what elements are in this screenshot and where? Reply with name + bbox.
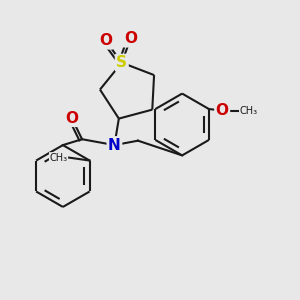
Text: O: O (124, 31, 137, 46)
Text: CH₃: CH₃ (50, 153, 68, 163)
Text: CH₃: CH₃ (240, 106, 258, 116)
Text: O: O (216, 103, 229, 118)
Text: N: N (108, 138, 121, 153)
Text: S: S (116, 55, 127, 70)
Text: O: O (65, 110, 78, 125)
Text: O: O (99, 33, 112, 48)
